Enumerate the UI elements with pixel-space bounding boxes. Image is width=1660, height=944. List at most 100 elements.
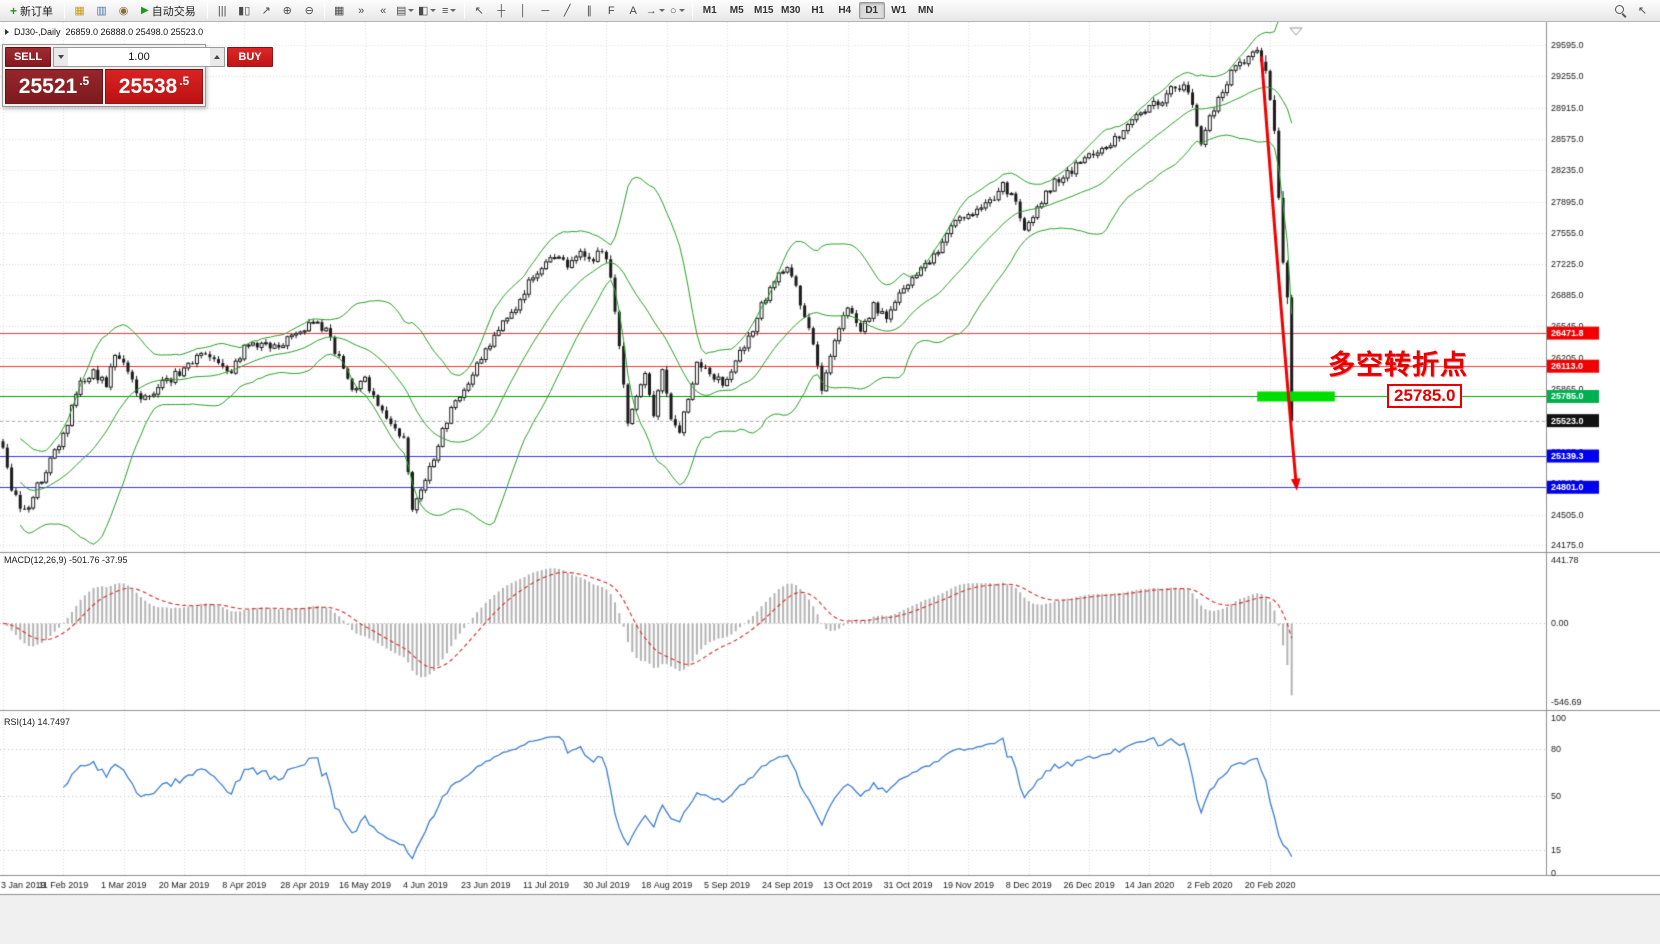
candlestick-chart-icon-glyph: ▮▯ bbox=[238, 5, 251, 17]
profiles-icon-glyph: ◧ bbox=[418, 5, 429, 17]
buy-price-main: 25538 bbox=[118, 75, 178, 98]
sell-price-tile[interactable]: 25521 .5 bbox=[5, 69, 103, 104]
toolbar-separator bbox=[64, 2, 66, 19]
timeframe-h1-button[interactable]: H1 bbox=[805, 2, 831, 19]
alerts-icon[interactable]: ◉ bbox=[113, 1, 134, 20]
plus-icon bbox=[214, 55, 220, 59]
trade-prices-row: 25521 .5 25538 .5 bbox=[5, 69, 203, 104]
candlestick-chart-icon[interactable]: ▮▯ bbox=[234, 1, 255, 20]
horizontal-line-icon[interactable]: ─ bbox=[535, 1, 556, 20]
trade-controls-row: SELL BUY bbox=[5, 47, 273, 67]
toolbar-group-drawing: ↖ ┼ │ ─ ╱ ∥ F A → ○ bbox=[469, 1, 688, 20]
play-icon: ▶ bbox=[141, 4, 149, 16]
trendline-icon-glyph: ╱ bbox=[563, 5, 571, 17]
rsi-indicator-label: RSI(14) 14.7497 bbox=[4, 717, 71, 727]
text-icon[interactable]: A bbox=[623, 1, 644, 20]
arrows-icon[interactable]: → bbox=[645, 1, 666, 20]
quick-cursor-icon-glyph: ↖ bbox=[1637, 5, 1648, 17]
toolbar-group-panels: ▦ ▥ ◉ bbox=[69, 1, 134, 20]
dropdown-arrow-icon bbox=[430, 9, 437, 12]
shapes-icon[interactable]: ○ bbox=[667, 1, 688, 20]
timeframe-m1-button[interactable]: M1 bbox=[697, 2, 723, 19]
timeframe-d1-button[interactable]: D1 bbox=[858, 2, 885, 19]
bar-chart-icon[interactable]: ||| bbox=[212, 1, 233, 20]
data-window-icon-glyph: ▥ bbox=[96, 5, 107, 17]
turning-point-price-callout[interactable]: 25785.0 bbox=[1387, 384, 1463, 408]
toolbar-separator bbox=[323, 2, 325, 19]
market-watch-icon[interactable]: ▦ bbox=[69, 1, 90, 20]
quick-cursor-icon[interactable]: ↖ bbox=[1632, 1, 1653, 20]
vertical-line-icon-glyph: │ bbox=[519, 4, 527, 17]
vertical-line-icon[interactable]: │ bbox=[513, 1, 534, 20]
auto-scroll-icon[interactable]: » bbox=[351, 1, 372, 20]
zoom-in-icon-glyph: ⊕ bbox=[282, 5, 292, 17]
timeframe-h4-button[interactable]: H4 bbox=[832, 2, 858, 19]
volume-input[interactable] bbox=[68, 48, 210, 66]
volume-increase-button[interactable] bbox=[210, 48, 224, 66]
toolbar-group-windows: ▦ » « ▤ ◧ ≡ bbox=[329, 1, 460, 20]
fibonacci-icon[interactable]: F bbox=[601, 1, 622, 20]
templates-icon[interactable]: ≡ bbox=[439, 1, 460, 20]
market-watch-icon-glyph: ▦ bbox=[74, 5, 85, 17]
turning-point-annotation[interactable]: 多空转折点 bbox=[1328, 350, 1468, 380]
toolbar-group-right: ↖ bbox=[1610, 1, 1657, 20]
search-icon[interactable] bbox=[1610, 1, 1631, 20]
arrows-icon-glyph: → bbox=[645, 4, 657, 17]
chart-shift-icon[interactable]: « bbox=[373, 1, 394, 20]
volume-control bbox=[53, 47, 225, 67]
new-order-icon: + bbox=[10, 3, 18, 18]
new-chart-icon[interactable]: ▤ bbox=[395, 1, 416, 20]
timeframe-m30-button[interactable]: M30 bbox=[778, 2, 804, 19]
new-order-button[interactable]: + 新订单 bbox=[3, 1, 60, 20]
line-chart-icon[interactable]: ↗ bbox=[256, 1, 277, 20]
alerts-icon-glyph: ◉ bbox=[118, 5, 129, 17]
auto-trading-label: 自动交易 bbox=[151, 5, 196, 18]
macd-indicator-label: MACD(12,26,9) -501.76 -37.95 bbox=[4, 555, 128, 565]
buy-price-fraction: .5 bbox=[179, 73, 190, 88]
buy-price-tile[interactable]: 25538 .5 bbox=[105, 69, 203, 104]
zoom-out-icon-glyph: ⊖ bbox=[304, 5, 314, 17]
new-order-label: 新订单 bbox=[20, 5, 54, 18]
dropdown-arrow-icon bbox=[408, 9, 415, 12]
auto-trading-button[interactable]: ▶ 自动交易 bbox=[134, 1, 203, 20]
buy-button[interactable]: BUY bbox=[227, 47, 273, 67]
sell-price-main: 25521 bbox=[18, 75, 78, 98]
timeframe-switcher: M1 M5 M15 M30 H1 H4 D1 W1 MN bbox=[697, 2, 939, 19]
zoom-in-icon[interactable]: ⊕ bbox=[277, 1, 298, 20]
toolbar-separator bbox=[691, 2, 693, 19]
line-chart-icon-glyph: ↗ bbox=[261, 5, 271, 17]
cursor-icon[interactable]: ↖ bbox=[469, 1, 490, 20]
timeframe-mn-button[interactable]: MN bbox=[913, 2, 939, 19]
main-toolbar: + 新订单 ▦ ▥ ◉ ▶ 自动交易 ||| ▮▯ ↗ ⊕ ⊖ ▦» «▤ ◧ ≡ ↖ ┼ │ ─ ╱ ∥… bbox=[0, 0, 1660, 22]
sell-button[interactable]: SELL bbox=[5, 47, 51, 67]
dropdown-arrow-icon bbox=[658, 9, 665, 12]
trendline-icon[interactable]: ╱ bbox=[557, 1, 578, 20]
data-window-icon[interactable]: ▥ bbox=[91, 1, 112, 20]
chart-symbol-period: DJ30-,Daily bbox=[14, 27, 61, 37]
sell-price-fraction: .5 bbox=[79, 73, 90, 88]
tile-windows-icon[interactable]: ▦ bbox=[329, 1, 350, 20]
channel-icon[interactable]: ∥ bbox=[579, 1, 600, 20]
horizontal-line-icon-glyph: ─ bbox=[541, 4, 550, 17]
chart-menu-icon[interactable] bbox=[5, 29, 9, 35]
channel-icon-glyph: ∥ bbox=[586, 5, 592, 17]
zoom-out-icon[interactable]: ⊖ bbox=[299, 1, 320, 20]
one-click-trading-panel: SELL BUY 25521 .5 25538 .5 bbox=[2, 44, 273, 107]
toolbar-group-zoom: ⊕ ⊖ bbox=[277, 1, 320, 20]
crosshair-icon[interactable]: ┼ bbox=[491, 1, 512, 20]
dropdown-arrow-icon bbox=[678, 9, 685, 12]
shapes-icon-glyph: ○ bbox=[669, 4, 677, 17]
profiles-icon[interactable]: ◧ bbox=[417, 1, 438, 20]
price-chart-canvas[interactable] bbox=[0, 22, 1660, 944]
templates-icon-glyph: ≡ bbox=[442, 4, 449, 17]
search-icon-glyph bbox=[1615, 5, 1626, 16]
timeframe-m5-button[interactable]: M5 bbox=[724, 2, 750, 19]
chart-ohlc-values: 26859.0 26888.0 25498.0 25523.0 bbox=[65, 27, 204, 37]
timeframe-w1-button[interactable]: W1 bbox=[886, 2, 912, 19]
timeframe-m15-button[interactable]: M15 bbox=[751, 2, 777, 19]
new-chart-icon-glyph: ▤ bbox=[396, 5, 407, 17]
volume-decrease-button[interactable] bbox=[54, 48, 68, 66]
toolbar-separator bbox=[463, 2, 465, 19]
toolbar-separator bbox=[206, 2, 208, 19]
